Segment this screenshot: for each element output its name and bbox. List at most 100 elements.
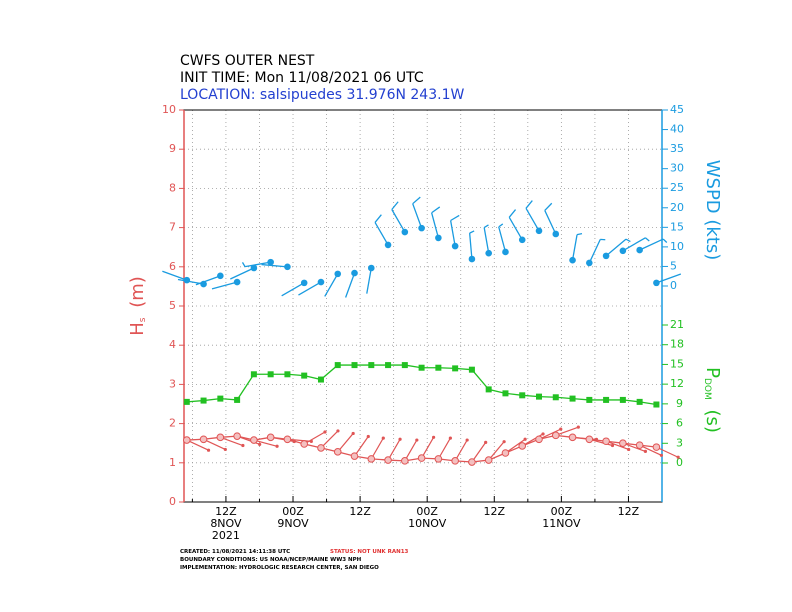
y2-tick-label: 20 [670, 201, 684, 214]
axis-label-unit: (m) [127, 276, 148, 313]
wave-arrow-head [323, 430, 327, 434]
hs-marker [199, 435, 208, 444]
x-date-label: 9NOV [277, 517, 309, 530]
hs-marker [182, 436, 191, 444]
chart-title: CWFS OUTER NEST [180, 53, 315, 69]
wspd-marker [384, 241, 392, 249]
hs-marker [266, 433, 275, 442]
x-date-label: 8NOV [210, 517, 242, 530]
tp-marker [284, 371, 291, 378]
wspd-marker [250, 264, 258, 272]
series-line [186, 364, 657, 406]
wave-arrow-head [336, 429, 340, 433]
wspd-marker [586, 259, 593, 267]
wave-arrow-head [594, 437, 599, 442]
wave-arrow [471, 442, 487, 463]
wspd-marker [535, 227, 543, 235]
y3-tick-label: 12 [670, 377, 684, 390]
wspd-marker [485, 249, 492, 257]
wave-arrow [538, 428, 562, 440]
tp-marker [401, 362, 408, 369]
tp-marker [267, 371, 274, 378]
wave-arrow-head [415, 438, 419, 442]
wave-arrow-head [398, 437, 402, 441]
wave-arrow-head [659, 453, 663, 457]
hs-marker [384, 456, 392, 464]
footer-boundary: BOUNDARY CONDITIONS: US NOAA/NCEP/MAINE … [180, 557, 362, 563]
tp-marker [519, 392, 526, 399]
tp-marker [586, 396, 593, 403]
wspd-marker [435, 234, 442, 242]
wind-barb [162, 270, 188, 281]
y3-axis-label: PDOM (s) [702, 367, 723, 433]
hs-marker [568, 433, 577, 442]
hs-marker [283, 435, 292, 444]
wind-barb [324, 273, 339, 297]
y-axis-label: Hs (m) [127, 276, 148, 336]
wind-barb [281, 282, 305, 297]
y-tick-label: 10 [162, 103, 176, 116]
hs-marker [401, 457, 409, 465]
hs-marker [602, 437, 610, 446]
axis-label-main: P [702, 367, 723, 378]
wspd-marker [636, 246, 643, 254]
tp-marker [536, 393, 543, 400]
wind-barb [622, 237, 650, 252]
tp-marker [569, 395, 576, 402]
wave-arrow-head [275, 444, 279, 448]
y3-tick-label: 9 [676, 397, 683, 410]
wave-arrow [253, 439, 278, 447]
axis-label-sub: DOM [703, 378, 713, 400]
wind-barb [391, 201, 406, 233]
wave-arrow [555, 426, 579, 436]
hs-marker [233, 432, 241, 440]
wave-arrow [186, 439, 209, 451]
y2-tick-label: 25 [670, 181, 684, 194]
wind-barb [261, 263, 288, 268]
x-tick-label: 12Z [484, 505, 506, 518]
tp-marker [368, 362, 375, 369]
wave-arrow [656, 446, 679, 458]
y2-tick-label: 30 [670, 162, 684, 175]
wind-barb [374, 214, 389, 246]
chart-subtitle: INIT TIME: Mon 11/08/2021 06 UTC [180, 70, 424, 86]
wave-arrow-head [206, 448, 211, 452]
hs-marker [300, 440, 308, 448]
hs-marker [216, 433, 225, 442]
wind-barb [469, 230, 475, 260]
tp-marker [250, 371, 257, 378]
wspd-marker [284, 263, 291, 271]
wave-arrow-head [448, 436, 452, 440]
tp-marker [234, 396, 241, 403]
hs-marker [551, 431, 560, 440]
wave-arrow [303, 431, 326, 445]
wave-arrow-head [676, 455, 680, 459]
wspd-marker [300, 279, 308, 287]
tp-marker [603, 396, 610, 403]
tp-marker [485, 386, 492, 393]
hs-marker [501, 449, 510, 457]
y-tick-label: 1 [169, 456, 176, 469]
y2-tick-label: 10 [670, 240, 684, 253]
y3-tick-label: 18 [670, 338, 684, 351]
y-tick-label: 4 [169, 338, 176, 351]
wind-barb [588, 238, 606, 264]
tp-marker [452, 365, 459, 372]
wave-arrow [220, 436, 244, 447]
tp-marker [468, 366, 475, 373]
tp-marker [317, 376, 324, 383]
wind-barb [211, 281, 238, 290]
wspd-marker [569, 256, 576, 264]
wave-arrow-head [576, 425, 580, 429]
y-tick-label: 9 [169, 142, 176, 155]
wave-arrow-head [241, 443, 245, 448]
wind-barb [639, 238, 668, 251]
axis-label-sub: s [138, 317, 148, 322]
wspd-marker [518, 236, 526, 244]
tp-marker [351, 362, 358, 369]
hs-marker [250, 436, 258, 444]
wave-arrow [370, 437, 384, 460]
y2-tick-label: 40 [670, 123, 684, 136]
y2-axis-label: WSPD (kts) [702, 160, 723, 261]
wind-barb [298, 281, 322, 296]
